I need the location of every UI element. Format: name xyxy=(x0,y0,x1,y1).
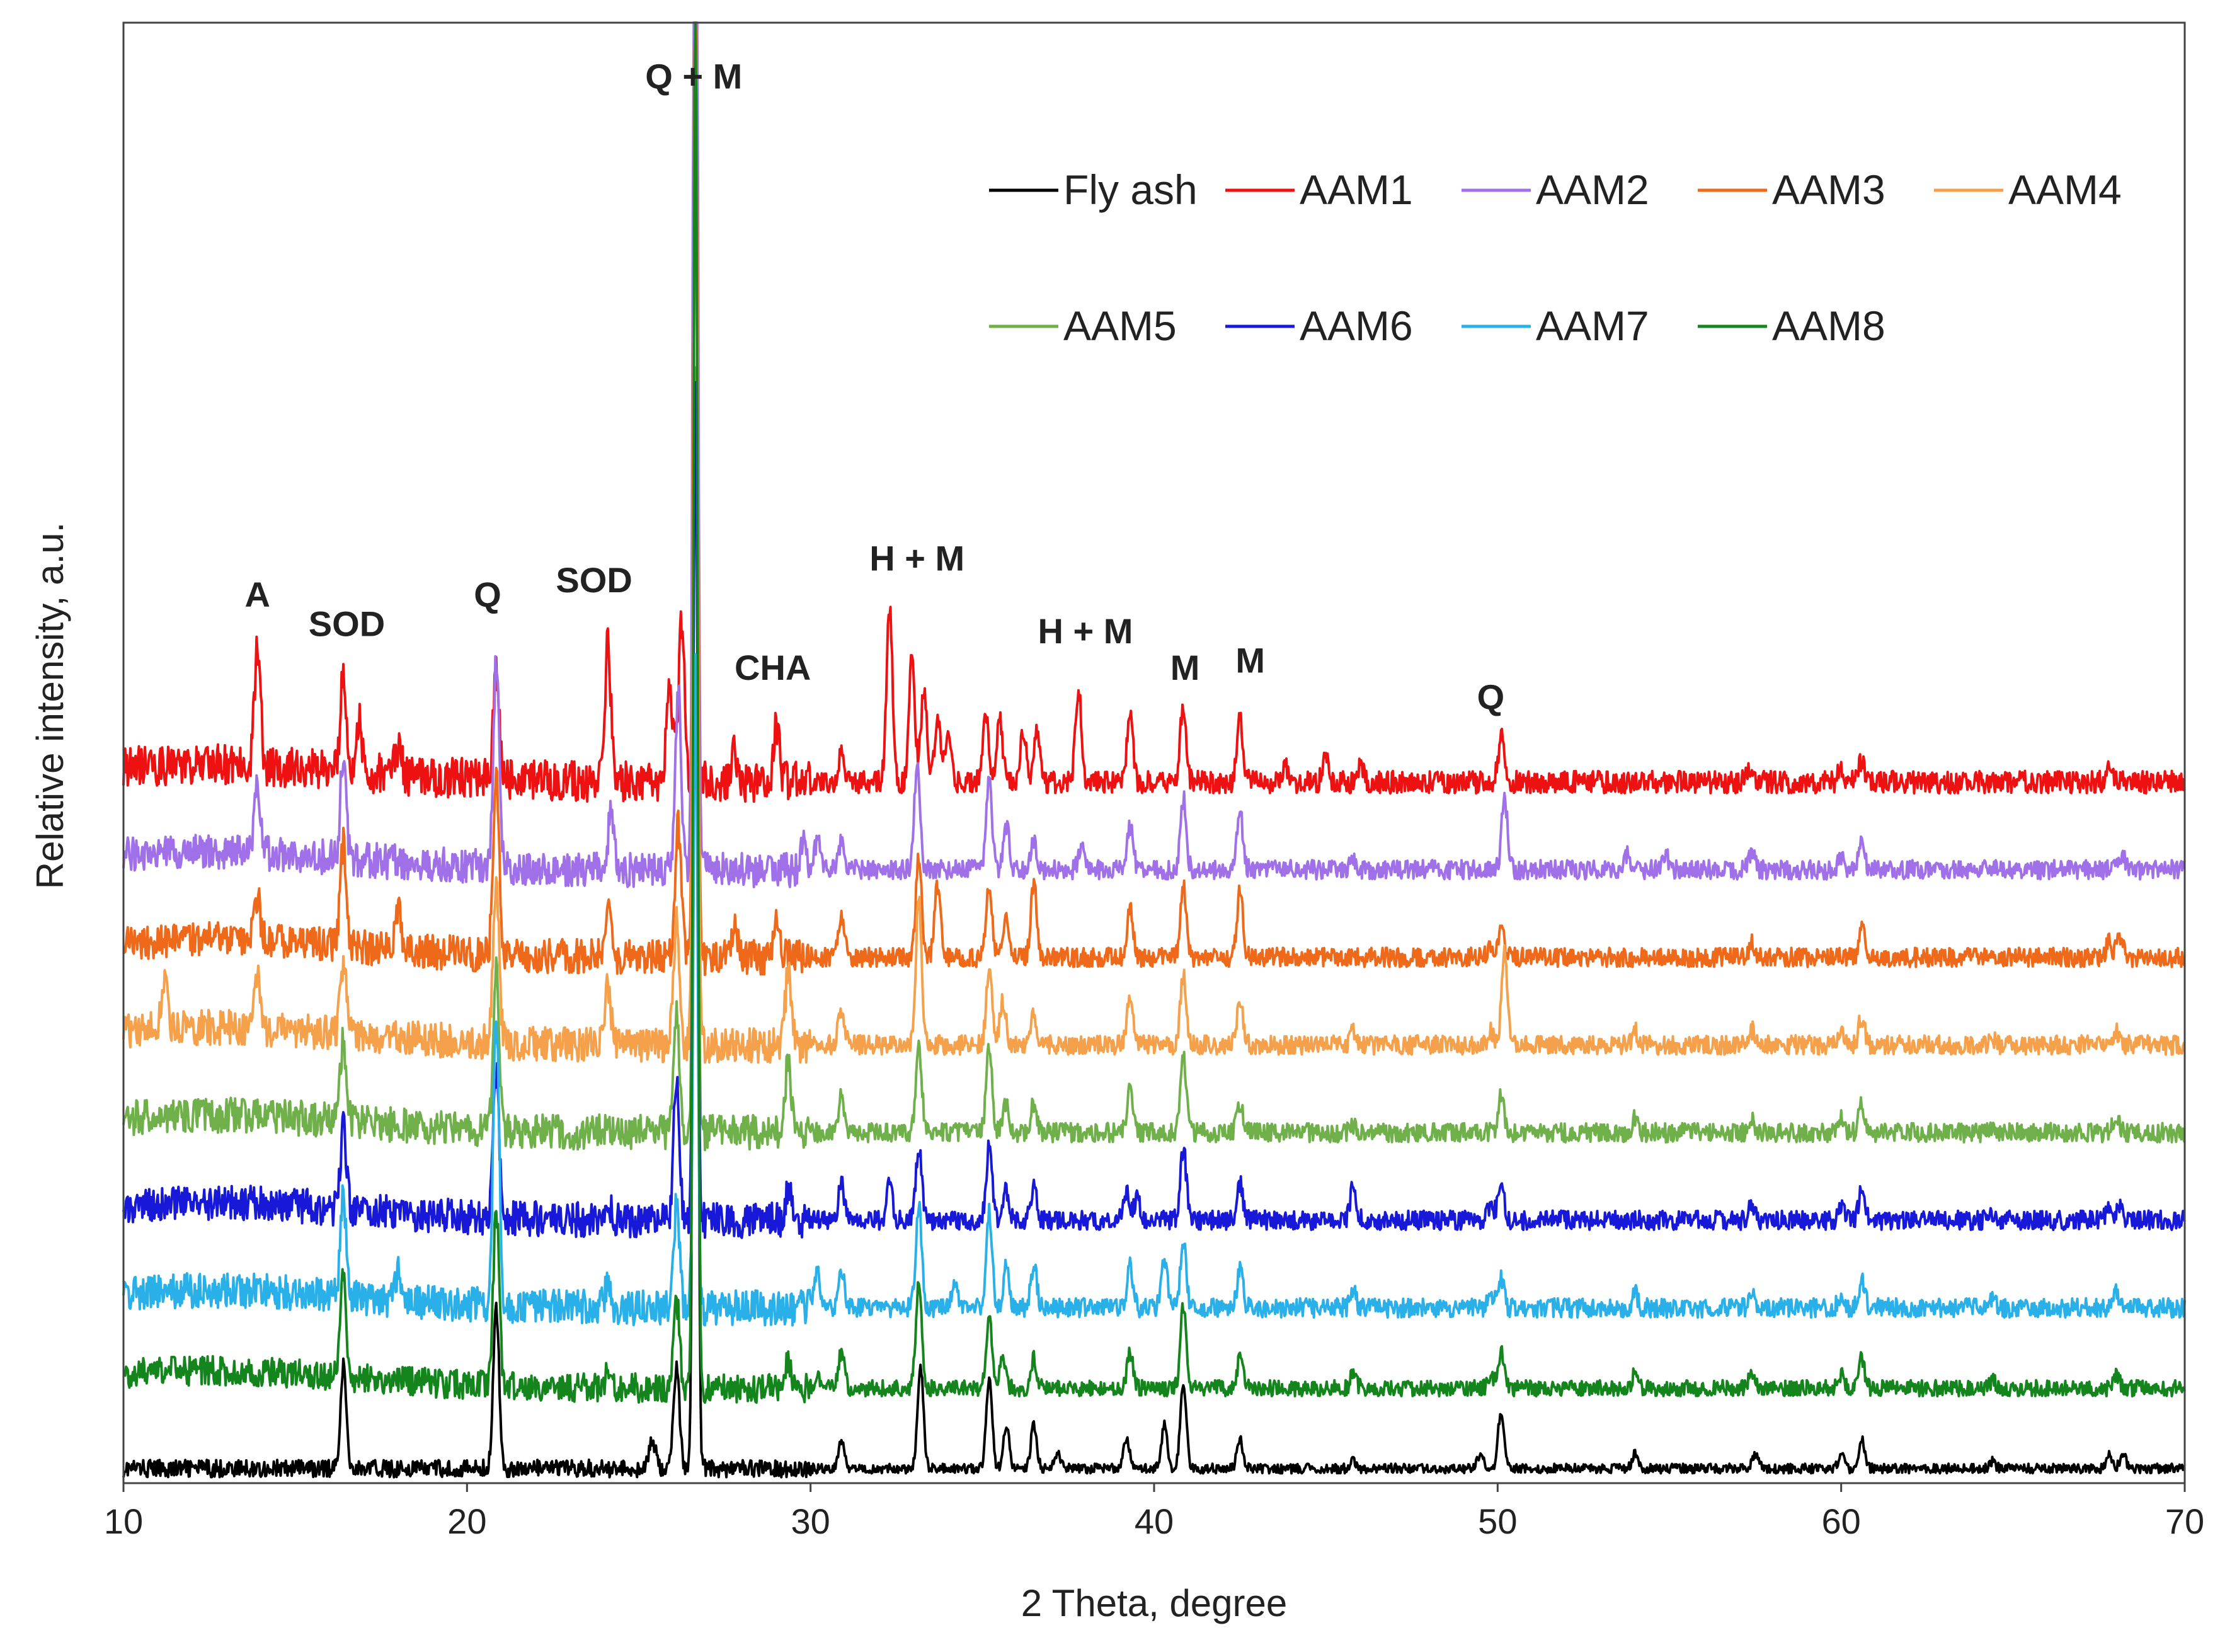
series-line-aam1 xyxy=(122,605,2186,803)
series-line-aam2 xyxy=(122,21,2186,888)
legend-label-fly-ash: Fly ash xyxy=(1063,166,1198,213)
legend: Fly ash AAM1 AAM2 AAM3 AAM4 AAM5 AAM6 AAM7 AAM8 xyxy=(989,166,2122,349)
legend-label-aam4: AAM4 xyxy=(2008,166,2122,213)
series-line-aam8 xyxy=(122,21,2186,1404)
legend-label-aam1: AAM1 xyxy=(1300,166,1413,213)
series-line-aam5 xyxy=(122,366,2186,1152)
series-line-aam6 xyxy=(122,381,2186,1239)
peak-label-cha: CHA xyxy=(735,648,811,687)
x-tick-label: 40 xyxy=(1135,1501,1174,1541)
peak-label-h-m: H + M xyxy=(1038,611,1133,651)
x-axis-title: 2 Theta, degree xyxy=(1021,1582,1288,1624)
x-tick-label: 60 xyxy=(1822,1501,1861,1541)
y-axis-title: Relative intensity, a.u. xyxy=(29,522,71,890)
series-layer xyxy=(122,21,2186,1479)
peak-label-h-m: H + M xyxy=(869,538,964,578)
legend-label-aam3: AAM3 xyxy=(1772,166,1885,213)
peak-label-m: M xyxy=(1170,648,1200,687)
peak-annotations: A SOD Q SOD Q + M CHA H + M H + M M M Q xyxy=(244,56,1504,716)
series-line-fly-ash xyxy=(122,21,2186,1479)
x-tick-label: 10 xyxy=(104,1501,143,1541)
x-tick-label: 30 xyxy=(791,1501,830,1541)
series-line-aam7 xyxy=(122,653,2186,1327)
peak-label-a: A xyxy=(244,575,270,614)
peak-label-q: Q xyxy=(1477,677,1505,716)
peak-label-q-m: Q + M xyxy=(645,56,742,96)
legend-label-aam8: AAM8 xyxy=(1772,302,1885,349)
peak-label-sod: SOD xyxy=(309,604,385,644)
legend-label-aam7: AAM7 xyxy=(1536,302,1649,349)
series-line-aam4 xyxy=(122,21,2186,1064)
x-tick-label: 20 xyxy=(447,1501,486,1541)
legend-label-aam2: AAM2 xyxy=(1536,166,1649,213)
legend-label-aam5: AAM5 xyxy=(1063,302,1177,349)
x-axis: 10 20 30 40 50 60 70 xyxy=(104,1483,2204,1541)
peak-label-q: Q xyxy=(474,575,501,614)
series-line-aam3 xyxy=(122,21,2185,977)
legend-label-aam6: AAM6 xyxy=(1300,302,1413,349)
x-tick-label: 70 xyxy=(2165,1501,2204,1541)
peak-label-m: M xyxy=(1235,641,1265,680)
peak-label-sod: SOD xyxy=(556,560,632,600)
x-tick-label: 50 xyxy=(1478,1501,1517,1541)
